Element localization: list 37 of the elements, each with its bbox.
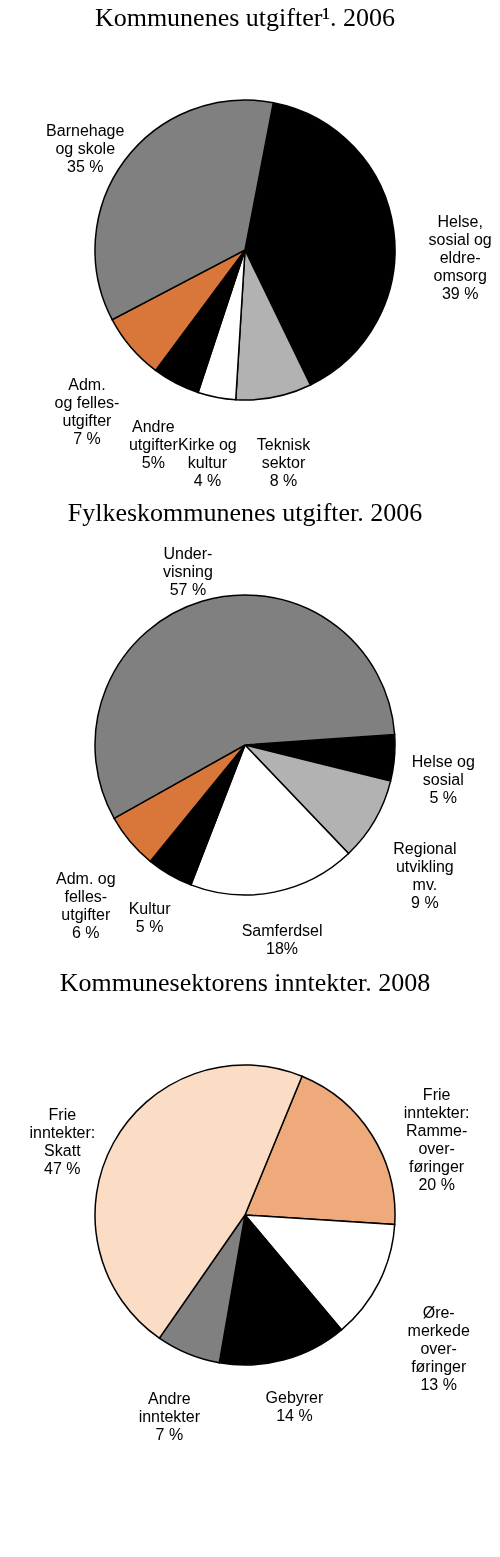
data-label: 20 %	[418, 1176, 455, 1194]
data-label: 8 %	[269, 472, 298, 490]
data-label: 18%	[266, 940, 299, 958]
chart-title: Fylkeskommunenes utgifter. 2006	[67, 498, 423, 527]
slice-label: Andre inntekter	[138, 1390, 201, 1426]
slice-label: Helse, sosial og eldre- omsorg	[428, 212, 492, 284]
data-label: 7 %	[73, 430, 101, 448]
chart-title: Kommunesektorens inntekter. 2008	[59, 968, 431, 997]
slice-label: Gebyrer	[265, 1389, 324, 1407]
slice-label: Øre- merkede over- føringer	[407, 1303, 470, 1375]
slice-label: Kirke og kultur	[178, 436, 237, 472]
data-label: 9 %	[411, 894, 439, 912]
data-label: 5%	[141, 453, 165, 471]
data-label: 5 %	[429, 789, 458, 807]
data-label: 35 %	[67, 158, 104, 176]
data-label: 4 %	[193, 472, 222, 490]
data-label: 47 %	[44, 1160, 81, 1178]
slice-label: Frie inntekter: Skatt	[29, 1106, 96, 1160]
data-label: 39 %	[441, 284, 479, 302]
slice-label: Teknisk sektor	[256, 436, 312, 472]
slice-label: Adm. og felles- utgifter	[54, 376, 120, 430]
data-label: 5 %	[135, 918, 164, 936]
slice-label: Adm. og felles- utgifter	[56, 869, 116, 923]
data-label: 6 %	[72, 923, 100, 941]
slice-label: Frie inntekter: Ramme- over- føringer	[403, 1086, 470, 1176]
data-label: 57 %	[169, 581, 207, 599]
data-label: 7 %	[155, 1426, 184, 1444]
slice-label: Andre utgifter	[128, 417, 179, 453]
chart-title: Kommunenes utgifter¹. 2006	[94, 3, 396, 32]
slice-label: Barnehage og skole	[46, 122, 125, 158]
slice-label: Kultur	[128, 900, 172, 918]
slice-label: Regional utvikling mv.	[393, 840, 457, 894]
slice-label: Helse og sosial	[411, 753, 475, 789]
slice-label: Under- visning	[163, 545, 213, 581]
data-label: 14 %	[276, 1407, 313, 1425]
data-label: 13 %	[420, 1375, 457, 1393]
slice-label: Samferdsel	[241, 922, 323, 940]
